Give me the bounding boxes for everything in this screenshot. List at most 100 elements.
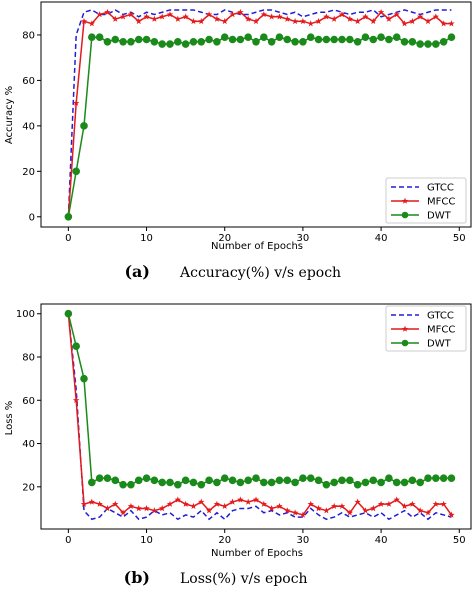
series-line-gtcc [67,313,452,521]
data-point-dwt [166,40,174,48]
data-point-mfcc [252,17,260,25]
data-point-mfcc [213,500,221,507]
plot-frame [40,303,472,530]
data-point-dwt [236,35,245,44]
data-point-mfcc [362,13,369,20]
data-point-mfcc [119,509,127,516]
accuracy-chart: 0 10 20 30 40 50 0 20 40 60 80 Number of Epochs Ac… [4,1,472,281]
data-point-dwt [338,476,346,485]
data-point-mfcc [158,13,166,20]
data-point-dwt [314,476,323,485]
data-point-mfcc [346,15,354,22]
data-point-mfcc [370,17,377,25]
data-point-dwt [275,33,284,42]
data-point-dwt [416,478,424,487]
data-point-mfcc [268,13,275,20]
y-tick-label: 20 [22,482,35,493]
data-point-mfcc [198,17,205,25]
data-point-dwt [189,37,198,46]
data-point-mfcc [80,500,88,507]
data-point-mfcc [88,20,96,27]
data-point-mfcc [377,500,385,507]
legend-label: DWT [427,339,452,350]
data-point-mfcc [244,15,252,22]
y-tick-label: 100 [16,309,35,320]
data-point-dwt [166,478,174,487]
legend-marker [401,325,409,332]
data-point-mfcc [409,17,416,25]
legend-label: GTCC [427,311,454,322]
legend: GTCC MFCC DWT [385,177,467,224]
y-tick-label: 20 [22,167,35,178]
data-point-mfcc [299,17,307,25]
data-point-mfcc [104,505,111,512]
data-point-dwt [400,37,409,46]
data-point-mfcc [323,13,330,20]
data-point-mfcc [205,507,213,514]
data-point-dwt [377,33,385,42]
data-point-mfcc [377,8,385,15]
data-point-dwt [408,476,417,485]
data-point-dwt [197,480,206,489]
data-point-mfcc [135,17,142,25]
data-point-dwt [150,476,159,485]
data-point-dwt [88,33,96,42]
legend-label: GTCC [427,183,454,194]
data-point-mfcc [440,20,447,27]
data-point-mfcc [88,498,96,505]
x-axis-label: Number of Epochs [211,241,303,252]
data-point-mfcc [276,502,283,510]
data-point-dwt [400,478,409,487]
legend-marker [401,339,409,347]
data-point-mfcc [409,500,416,507]
data-point-dwt [158,40,166,48]
data-point-mfcc [104,8,111,15]
data-point-dwt [408,37,417,46]
y-tick-label: 80 [22,30,35,41]
data-point-mfcc [284,507,291,514]
data-point-dwt [346,35,354,44]
data-point-dwt [197,37,206,46]
data-point-dwt [103,37,112,46]
y-tick-label: 0 [29,212,35,223]
data-point-dwt [95,33,104,42]
data-point-dwt [432,474,440,482]
data-point-dwt [181,40,190,48]
x-tick-label: 30 [297,233,310,244]
plot-frame [40,1,472,228]
data-point-dwt [220,33,229,42]
data-point-dwt [267,37,276,46]
data-point-dwt [236,478,245,487]
data-point-dwt [424,40,432,48]
data-point-mfcc [299,511,307,518]
data-point-dwt [205,35,213,44]
x-tick-label: 40 [375,233,388,244]
data-point-mfcc [260,500,268,507]
data-point-dwt [150,37,159,46]
data-point-dwt [103,474,112,482]
data-point-mfcc [354,17,361,25]
data-point-mfcc [330,502,338,510]
legend-label: MFCC [427,325,455,336]
data-point-dwt [439,37,448,46]
data-point-dwt [369,476,378,485]
data-point-mfcc [401,20,408,27]
data-point-dwt [314,35,323,44]
data-point-mfcc [182,500,189,507]
data-point-dwt [142,35,151,44]
data-point-mfcc [190,17,197,25]
data-point-mfcc [119,13,127,20]
data-point-mfcc [338,11,346,18]
y-axis-label: Accuracy % [4,86,15,144]
data-point-dwt [252,474,260,482]
data-point-mfcc [307,500,314,507]
data-point-dwt [291,37,299,46]
data-point-mfcc [252,496,260,503]
legend-label: DWT [427,211,452,222]
data-point-dwt [111,476,120,485]
x-tick-label: 10 [140,535,153,546]
data-point-dwt [134,35,143,44]
data-point-dwt [244,33,252,42]
data-point-mfcc [440,500,447,507]
data-point-mfcc [393,496,400,503]
